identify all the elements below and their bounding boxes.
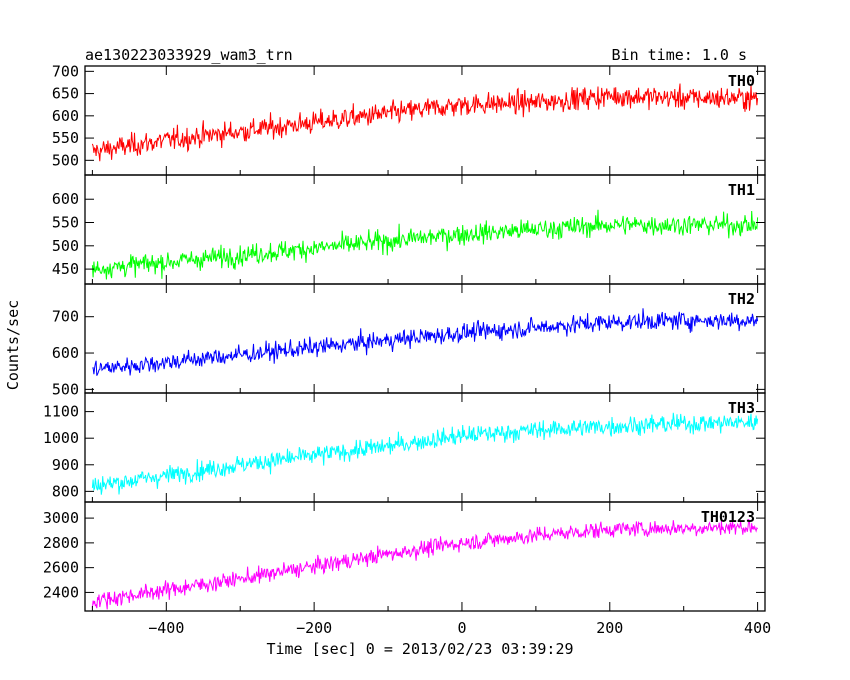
series-line-th3 [91,412,759,495]
y-tick-label: 500 [52,380,79,398]
panel-label: TH3 [728,399,755,417]
panel-th1: 450 500 550 600 TH1 [52,174,766,285]
y-tick-label: 550 [52,214,79,232]
y-tick-label: 700 [52,62,79,80]
panel-th0: 500 550 600 650 700 TH0 [52,62,766,176]
y-tick-label: 700 [52,308,79,326]
y-tick-label: 550 [52,129,79,147]
y-tick-label: 800 [52,482,79,500]
panel-th0123: 2400 2600 2800 3000 TH0123 [43,501,766,612]
series-line-th2 [92,308,759,376]
chart-title: ae130223033929_wam3_trn [85,46,293,64]
y-tick-label: 650 [52,85,79,103]
panel-th3: 800 900 1000 1100 TH3 [43,392,766,503]
x-tick-label: −200 [296,619,332,637]
y-tick-label: 3000 [43,509,79,527]
y-tick-label: 1000 [43,429,79,447]
y-tick-label: 2800 [43,534,79,552]
panel-frame [84,392,766,503]
panel-frame [84,501,766,612]
series-line-th0 [91,83,759,162]
series-line-th1 [91,209,759,280]
y-tick-label: 900 [52,456,79,474]
x-axis-label: Time [sec] 0 = 2013/02/23 03:39:29 [266,640,573,658]
series-line-th0123 [91,518,758,610]
panel-frame [84,283,766,394]
panel-th2: 500 600 700 TH2 [52,283,766,398]
y-tick-label: 600 [52,190,79,208]
y-tick-label: 2400 [43,583,79,601]
x-tick-label: 0 [457,619,466,637]
y-tick-label: 2600 [43,559,79,577]
y-tick-label: 600 [52,344,79,362]
y-tick-label: 500 [52,237,79,255]
x-tick-label: 200 [596,619,623,637]
bin-time-label: Bin time: 1.0 s [612,46,747,64]
panel-frame [84,174,766,285]
y-tick-label: 1100 [43,403,79,421]
y-tick-label: 600 [52,107,79,125]
x-tick-label: 400 [744,619,771,637]
panel-label: TH0 [728,72,755,90]
panel-label: TH2 [728,290,755,308]
panel-label: TH1 [728,181,755,199]
panels-group: 500 550 600 650 700 TH0 450 500 550 600 TH1 500 600 7… [43,62,771,637]
y-axis-label: Counts/sec [4,300,22,390]
x-tick-label: −400 [148,619,184,637]
y-tick-label: 450 [52,260,79,278]
panel-label: TH0123 [701,508,755,526]
panel-frame [84,65,766,176]
y-tick-label: 500 [52,151,79,169]
